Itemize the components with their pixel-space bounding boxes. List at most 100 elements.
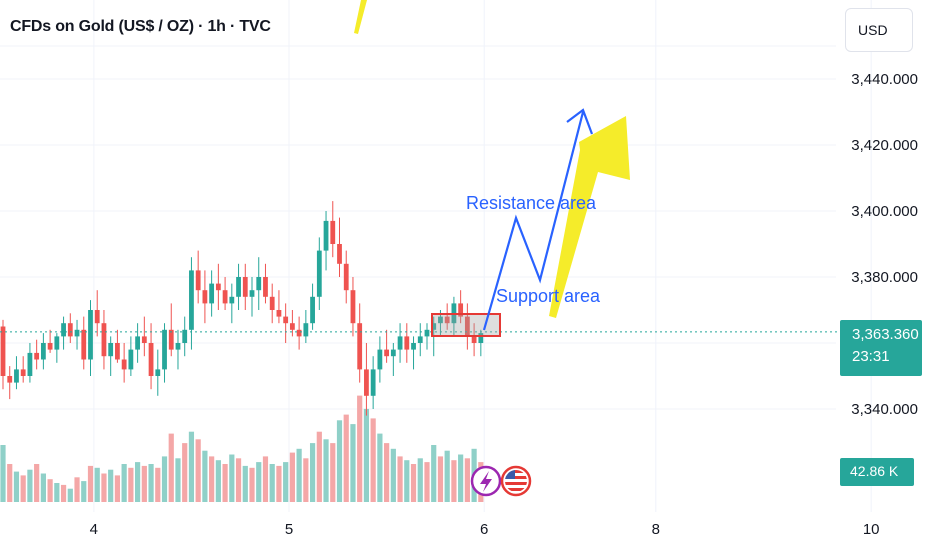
volume-bar bbox=[330, 443, 336, 502]
candle-body bbox=[202, 290, 208, 304]
volume-bar bbox=[404, 460, 410, 502]
resistance-label: Resistance area bbox=[466, 193, 597, 213]
candle-body bbox=[229, 296, 235, 304]
projection-arrowhead-blue bbox=[566, 108, 594, 135]
volume-bar bbox=[363, 408, 370, 502]
candle-body bbox=[0, 326, 6, 376]
volume-bar bbox=[357, 395, 363, 502]
volume-bar bbox=[390, 448, 396, 502]
x-tick-label: 6 bbox=[480, 521, 488, 538]
candlesticks bbox=[0, 201, 484, 416]
y-tick-label: 3,400.000 bbox=[851, 203, 918, 220]
volume-bar bbox=[94, 467, 100, 502]
volume-bar bbox=[256, 462, 262, 502]
candle-body bbox=[411, 343, 416, 350]
last-price-value: 3,363.360 bbox=[852, 326, 919, 343]
candle-body bbox=[276, 310, 282, 317]
lightning-icon[interactable] bbox=[470, 465, 502, 497]
last-price-tag: 3,363.360 23:31 bbox=[840, 320, 922, 376]
candle-body bbox=[458, 303, 464, 317]
volume-bar bbox=[262, 456, 269, 502]
candle-body bbox=[215, 283, 221, 291]
candle-body bbox=[222, 290, 228, 304]
volume-bar bbox=[235, 458, 242, 502]
candle-body bbox=[377, 349, 383, 370]
volume-bar bbox=[431, 445, 437, 502]
candle-body bbox=[357, 323, 363, 370]
candle-body bbox=[316, 250, 322, 297]
us-flag-icon[interactable] bbox=[500, 465, 532, 497]
x-tick-label: 4 bbox=[90, 521, 98, 538]
x-tick-label: 10 bbox=[863, 521, 880, 538]
volume-bar bbox=[343, 414, 349, 502]
volume-bar bbox=[464, 458, 470, 502]
candle-body bbox=[135, 336, 140, 350]
volume-bar bbox=[182, 443, 188, 502]
volume-bar bbox=[74, 477, 80, 502]
candle-body bbox=[417, 336, 423, 343]
top-arrow-fragment bbox=[354, 0, 367, 34]
grid-lines bbox=[0, 0, 872, 512]
volume-bar bbox=[67, 488, 73, 502]
candle-body bbox=[168, 329, 174, 350]
volume-bar bbox=[316, 431, 322, 502]
volume-bar bbox=[323, 439, 329, 502]
candle-body bbox=[94, 310, 100, 324]
y-tick-label: 3,340.000 bbox=[851, 401, 918, 418]
candle-body bbox=[431, 323, 437, 330]
currency-button[interactable]: USD bbox=[845, 8, 913, 52]
volume-bar bbox=[222, 464, 228, 502]
candle-body bbox=[323, 220, 329, 251]
candle-body bbox=[283, 316, 289, 324]
consolidation-box[interactable] bbox=[431, 313, 501, 337]
volume-bar bbox=[148, 464, 154, 502]
volume-bar bbox=[377, 433, 383, 502]
volume-bar bbox=[424, 462, 430, 502]
volume-bar bbox=[34, 464, 40, 502]
candle-body bbox=[397, 336, 403, 350]
volume-bar bbox=[451, 460, 457, 502]
candle-body bbox=[27, 352, 33, 376]
candle-body bbox=[195, 270, 201, 291]
candle-body bbox=[108, 343, 114, 357]
volume-bar bbox=[188, 431, 195, 502]
candle-body bbox=[236, 277, 241, 297]
volume-bar bbox=[195, 439, 201, 502]
volume-bar bbox=[135, 462, 141, 502]
candle-body bbox=[88, 310, 93, 360]
candle-body bbox=[34, 352, 40, 360]
bullish-arrow-yellow bbox=[549, 116, 630, 318]
y-axis-labels: 3,440.000 3,420.000 3,400.000 3,380.000 3,34… bbox=[851, 71, 918, 418]
volume-bar bbox=[269, 464, 275, 502]
volume-bar bbox=[410, 464, 417, 502]
volume-bar bbox=[303, 458, 309, 502]
volume-bar bbox=[128, 467, 134, 502]
candle-body bbox=[343, 263, 349, 291]
candle-body bbox=[296, 329, 302, 337]
volume-bar bbox=[40, 473, 46, 502]
candle-body bbox=[364, 369, 369, 396]
candle-body bbox=[444, 316, 450, 324]
candle-body bbox=[81, 329, 87, 360]
volume-bar bbox=[458, 454, 464, 502]
volume-bar bbox=[60, 484, 67, 502]
candle-body bbox=[101, 323, 107, 357]
x-tick-label: 5 bbox=[285, 521, 293, 538]
candle-body bbox=[189, 270, 194, 330]
volume-bar bbox=[444, 450, 450, 502]
candle-body bbox=[20, 369, 26, 376]
y-tick-label: 3,380.000 bbox=[851, 269, 918, 286]
candle-body bbox=[370, 369, 376, 396]
volume-bar bbox=[114, 475, 121, 502]
volume-bar bbox=[397, 456, 403, 502]
volume-bar bbox=[283, 462, 289, 502]
candle-body bbox=[121, 359, 127, 370]
candle-body bbox=[404, 336, 410, 350]
candle-body bbox=[115, 343, 120, 360]
volume-bar bbox=[309, 443, 316, 502]
candle-body bbox=[384, 349, 390, 357]
volume-bars bbox=[0, 395, 484, 502]
volume-bar bbox=[336, 420, 343, 502]
volume-bar bbox=[20, 475, 26, 502]
